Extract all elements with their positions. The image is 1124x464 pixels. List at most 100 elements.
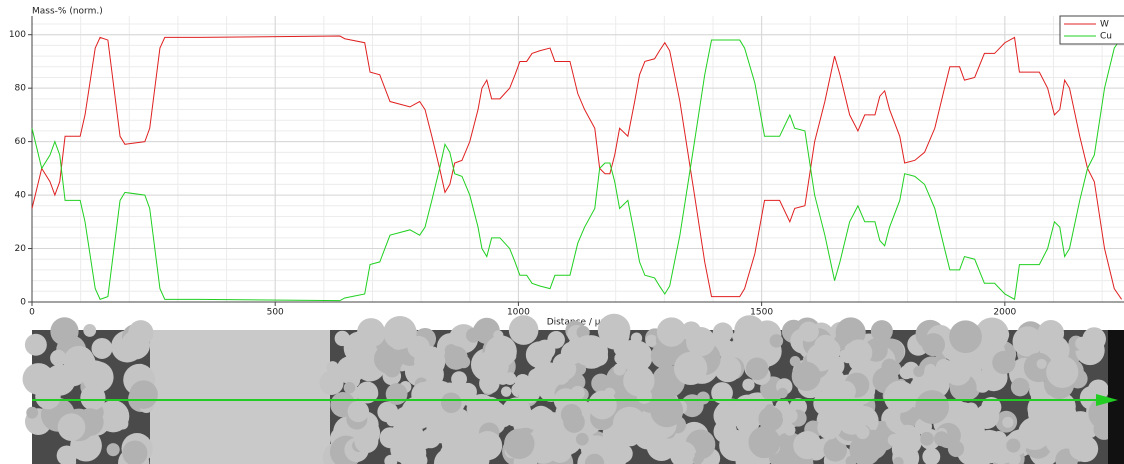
sem-image [23, 314, 1124, 464]
data-line [32, 36, 1122, 299]
particle [742, 379, 754, 391]
particle [613, 407, 646, 440]
particle [715, 325, 728, 338]
dark-edge [1108, 330, 1124, 464]
particle [588, 391, 617, 420]
particle [129, 380, 158, 409]
particle [441, 392, 461, 412]
particle [326, 361, 338, 373]
y-tick-label: 40 [15, 191, 27, 201]
y-tick-label: 0 [20, 298, 26, 308]
image-solid-region [150, 330, 330, 464]
particle [749, 426, 781, 458]
particle [1013, 326, 1043, 356]
particle [459, 388, 477, 406]
particle [50, 317, 78, 345]
particle [784, 424, 795, 435]
y-axis-label: Mass-% (norm.) [32, 7, 103, 17]
particle [614, 352, 626, 364]
particle [35, 384, 60, 409]
particle [1046, 356, 1078, 388]
particle [407, 336, 429, 358]
particle [1037, 359, 1047, 369]
particle [658, 377, 672, 391]
particle [504, 429, 534, 459]
particle [573, 335, 604, 366]
particle [884, 381, 916, 413]
particle [770, 334, 783, 347]
y-tick-label: 20 [15, 244, 27, 254]
particle [25, 334, 47, 356]
particle [473, 431, 502, 460]
particle [386, 383, 408, 405]
page: 0500100015002000020406080100 Mass-% (nor… [0, 0, 1124, 464]
particle [719, 430, 750, 461]
particle [613, 363, 626, 376]
particle [445, 344, 458, 357]
particle [782, 408, 797, 423]
particle [466, 328, 481, 343]
particle [82, 361, 113, 392]
particle [949, 320, 982, 353]
y-tick-label: 100 [9, 30, 26, 40]
particle [1011, 378, 1030, 397]
y-tick-label: 80 [15, 84, 27, 94]
particle [576, 433, 589, 446]
particle [386, 415, 397, 426]
particle [526, 341, 553, 368]
x-tick-label: 2000 [993, 308, 1016, 318]
particle [962, 412, 981, 431]
particle [354, 429, 378, 453]
particle [793, 431, 821, 459]
particle [1048, 400, 1077, 429]
particle [913, 366, 924, 377]
particle [498, 413, 512, 427]
legend: WCu [1060, 16, 1124, 44]
particle [1075, 337, 1088, 350]
particle [319, 371, 343, 395]
particle [924, 364, 936, 376]
particle [777, 388, 787, 398]
particle [762, 325, 772, 335]
particle [335, 331, 350, 346]
x-tick-label: 500 [267, 308, 284, 318]
particle [677, 446, 688, 457]
particle [835, 381, 856, 402]
particle [798, 321, 818, 341]
particle [895, 425, 921, 451]
particle [816, 338, 841, 363]
particle [561, 404, 582, 425]
particle [107, 443, 120, 456]
particle [357, 318, 385, 346]
particle [479, 373, 499, 393]
particle [386, 326, 406, 346]
particle [934, 431, 949, 446]
particle [792, 362, 821, 391]
legend-box [1060, 16, 1124, 44]
particle [734, 395, 761, 422]
particle [995, 328, 1009, 342]
particle [58, 413, 86, 441]
particle [948, 441, 964, 457]
particle [457, 356, 470, 369]
particle [91, 338, 112, 359]
particle [528, 418, 539, 429]
particle [348, 401, 370, 423]
particle [83, 324, 96, 337]
particle [1069, 440, 1089, 460]
particle [455, 334, 465, 344]
particle [1006, 438, 1020, 452]
particle [509, 315, 539, 345]
particle [26, 407, 38, 419]
data-line [32, 37, 1122, 300]
legend-label: Cu [1100, 32, 1112, 42]
particle [944, 358, 971, 385]
particle [644, 435, 661, 452]
particle [501, 386, 511, 396]
particle [117, 418, 128, 429]
particle [411, 382, 436, 407]
particle [128, 320, 153, 345]
particle [674, 352, 707, 385]
particle [992, 351, 1015, 374]
particle [554, 357, 577, 380]
